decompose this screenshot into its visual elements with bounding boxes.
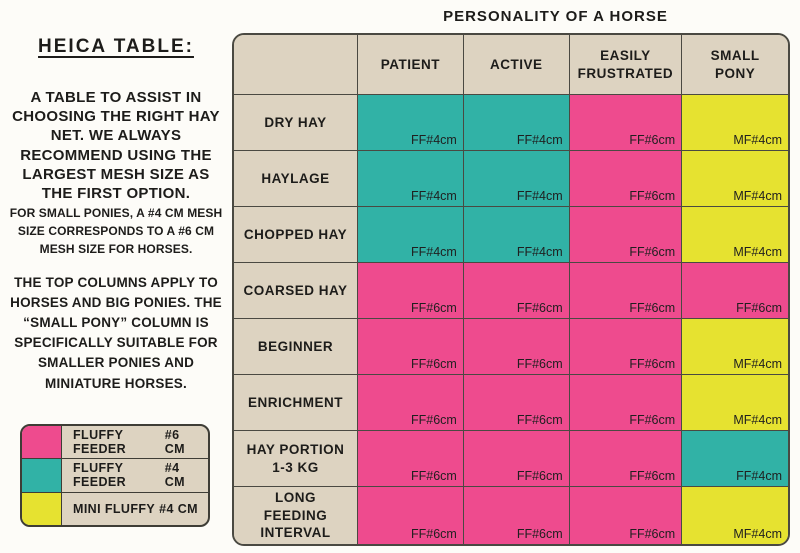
table-cell: MF#4cm <box>682 319 788 376</box>
table-cell: FF#6cm <box>358 263 464 320</box>
table-cell: FF#6cm <box>569 151 683 208</box>
cell-value: FF#6cm <box>410 357 457 372</box>
row-label-coarsed-hay: COARSED HAY <box>234 263 358 320</box>
intro-paragraph: A TABLE TO ASSIST IN CHOOSING THE RIGHT … <box>12 89 220 202</box>
column-header-active: ACTIVE <box>463 35 570 95</box>
cell-value: FF#6cm <box>629 526 676 541</box>
row-label-enrichment: ENRICHMENT <box>234 375 358 432</box>
table-cell: MF#4cm <box>682 207 788 264</box>
table-cell: FF#4cm <box>682 431 788 488</box>
cell-value: MF#4cm <box>733 357 782 372</box>
cell-value: FF#4cm <box>516 245 563 260</box>
cell-value: MF#4cm <box>733 526 782 541</box>
legend-product-size: #4 CM <box>164 461 185 490</box>
table-cell: MF#4cm <box>682 375 788 432</box>
cell-value: MF#4cm <box>733 133 782 148</box>
cell-value: FF#6cm <box>516 301 563 316</box>
legend-item: FLUFFY FEEDER #6 CM <box>22 426 208 460</box>
table-cell: MF#4cm <box>682 487 788 544</box>
small-pony-note: FOR SMALL PONIES, A #4 CM MESH SIZE CORR… <box>9 206 223 256</box>
cell-value: FF#6cm <box>629 245 676 260</box>
cell-value: FF#6cm <box>516 357 563 372</box>
left-panel: HEICA TABLE: A TABLE TO ASSIST IN CHOOSI… <box>0 0 232 553</box>
cell-value: MF#4cm <box>733 413 782 428</box>
cell-value: FF#6cm <box>629 413 676 428</box>
table-title: PERSONALITY OF A HORSE <box>443 8 668 25</box>
table-cell: FF#6cm <box>569 431 683 488</box>
hay-net-table: PATIENT ACTIVE EASILY FRUSTRATED SMALL P… <box>232 33 790 546</box>
cell-value: FF#6cm <box>629 301 676 316</box>
table-cell: FF#4cm <box>463 207 570 264</box>
table-cell: FF#4cm <box>358 151 464 208</box>
cell-value: FF#4cm <box>516 133 563 148</box>
legend-product-name: MINI FLUFFY <box>73 501 156 516</box>
table-cell: FF#4cm <box>358 207 464 264</box>
legend-swatch-fluffy-feeder-6cm <box>22 426 62 459</box>
columns-note: THE TOP COLUMNS APPLY TO HORSES AND BIG … <box>10 275 222 391</box>
table-cell: FF#6cm <box>569 375 683 432</box>
cell-value: FF#4cm <box>410 245 457 260</box>
row-label-haylage: HAYLAGE <box>234 151 358 208</box>
cell-value: FF#6cm <box>516 469 563 484</box>
cell-value: FF#6cm <box>410 301 457 316</box>
table-cell: FF#6cm <box>569 207 683 264</box>
table-cell: FF#6cm <box>569 319 683 376</box>
table-cell: FF#6cm <box>358 319 464 376</box>
cell-value: FF#6cm <box>629 189 676 204</box>
row-label-dry-hay: DRY HAY <box>234 95 358 152</box>
legend-product-size: #6 CM <box>164 428 185 457</box>
cell-value: FF#6cm <box>629 469 676 484</box>
cell-value: FF#6cm <box>516 413 563 428</box>
legend-item: MINI FLUFFY #4 CM <box>22 492 208 525</box>
corner-header-cell <box>234 35 358 95</box>
legend-product-size: #4 CM <box>159 501 198 516</box>
page-title: HEICA TABLE: <box>38 36 194 57</box>
table-cell: FF#6cm <box>463 375 570 432</box>
cell-value: FF#6cm <box>410 469 457 484</box>
cell-value: FF#4cm <box>516 189 563 204</box>
table-cell: FF#6cm <box>569 95 683 152</box>
table-cell: FF#6cm <box>358 431 464 488</box>
table-cell: FF#6cm <box>682 263 788 320</box>
cell-value: FF#6cm <box>629 133 676 148</box>
table-cell: FF#4cm <box>463 151 570 208</box>
legend-item: FLUFFY FEEDER #4 CM <box>22 459 208 493</box>
row-label-chopped-hay: CHOPPED HAY <box>234 207 358 264</box>
cell-value: FF#6cm <box>410 413 457 428</box>
table-cell: MF#4cm <box>682 95 788 152</box>
cell-value: FF#6cm <box>410 526 457 541</box>
table-cell: FF#6cm <box>463 319 570 376</box>
table-cell: FF#6cm <box>463 487 570 544</box>
cell-value: FF#4cm <box>736 469 782 484</box>
column-header-small-pony: SMALL PONY <box>682 35 788 95</box>
table-cell: FF#6cm <box>358 487 464 544</box>
column-header-easily-frustrated: EASILY FRUSTRATED <box>569 35 683 95</box>
table-cell: FF#4cm <box>358 95 464 152</box>
cell-value: MF#4cm <box>733 189 782 204</box>
cell-value: MF#4cm <box>733 245 782 260</box>
table-cell: MF#4cm <box>682 151 788 208</box>
legend-product-name: FLUFFY FEEDER <box>73 428 127 457</box>
cell-value: FF#6cm <box>629 357 676 372</box>
cell-value: FF#4cm <box>410 133 457 148</box>
table-cell: FF#6cm <box>358 375 464 432</box>
cell-value: FF#6cm <box>736 301 782 316</box>
table-cell: FF#6cm <box>569 263 683 320</box>
legend-box: FLUFFY FEEDER #6 CM FLUFFY FEEDER #4 CM … <box>20 424 210 527</box>
row-label-hay-portion: HAY PORTION 1-3 KG <box>234 431 358 488</box>
cell-value: FF#6cm <box>516 526 563 541</box>
table-cell: FF#6cm <box>463 263 570 320</box>
cell-value: FF#4cm <box>410 189 457 204</box>
legend-swatch-fluffy-feeder-4cm <box>22 459 62 492</box>
column-header-patient: PATIENT <box>358 35 464 95</box>
table-cell: FF#6cm <box>569 487 683 544</box>
table-cell: FF#4cm <box>463 95 570 152</box>
row-label-long-feeding-interval: LONG FEEDING INTERVAL <box>234 487 358 544</box>
table-cell: FF#6cm <box>463 431 570 488</box>
row-label-beginner: BEGINNER <box>234 319 358 376</box>
legend-product-name: FLUFFY FEEDER <box>73 461 127 490</box>
legend-swatch-mini-fluffy-4cm <box>22 492 62 525</box>
